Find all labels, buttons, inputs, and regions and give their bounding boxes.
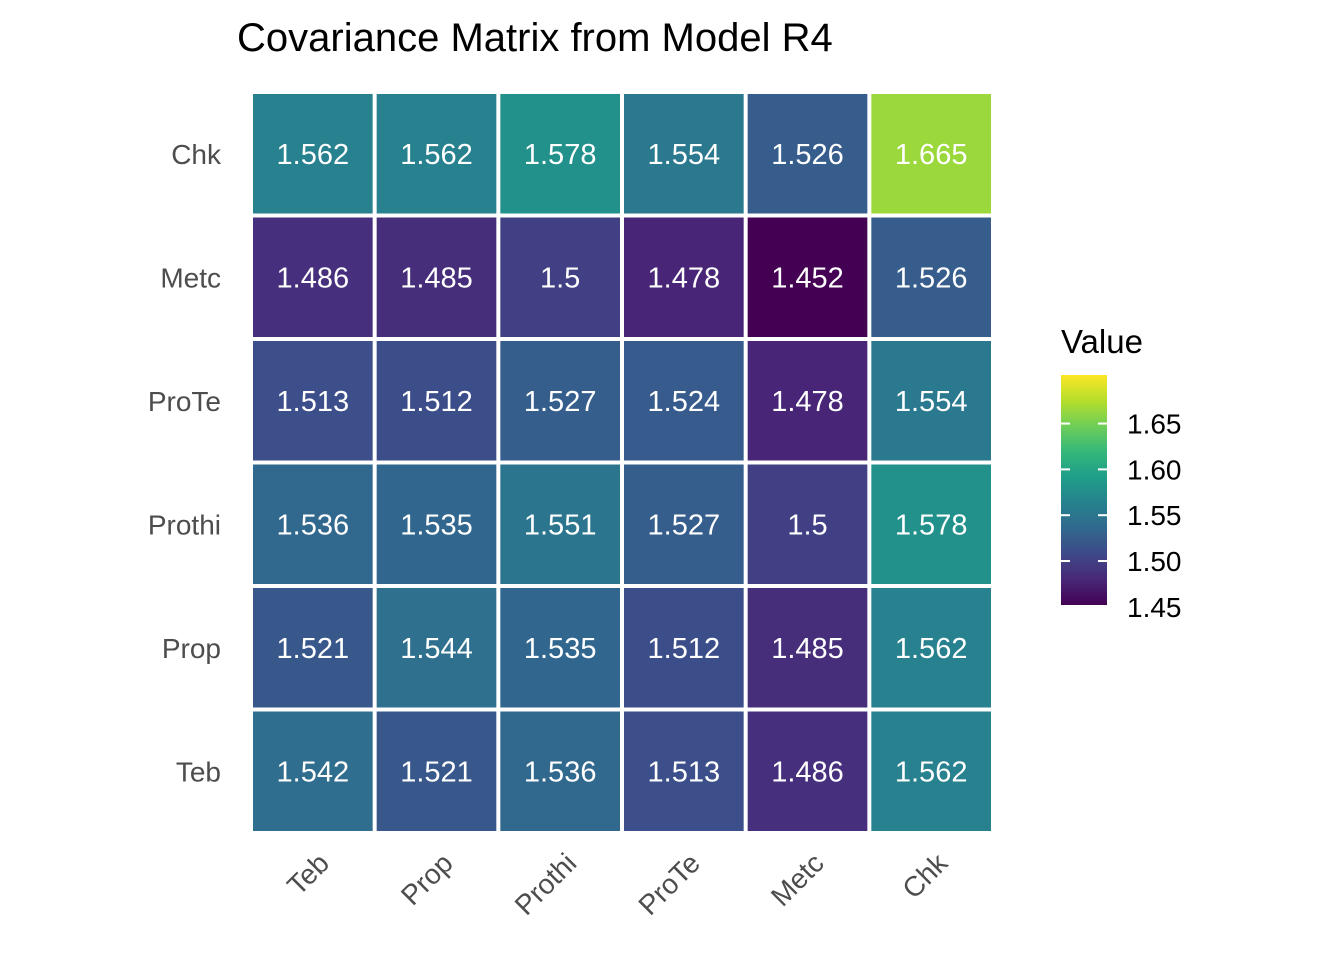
cell-value-label: 1.524: [648, 386, 721, 418]
legend-tick-label: 1.55: [1127, 500, 1182, 531]
heatmap-cell-metc-prop: [376, 217, 497, 337]
cell-value-label: 1.665: [895, 139, 968, 171]
cell-value-label: 1.578: [895, 509, 968, 541]
x-tick-label-metc: Metc: [765, 847, 830, 912]
cell-value-label: 1.536: [524, 756, 597, 788]
y-tick-label-teb: Teb: [176, 756, 221, 787]
cell-value-label: 1.521: [400, 756, 473, 788]
heatmap-cell-chk-prop: [376, 94, 497, 214]
x-tick-label-prote: ProTe: [632, 847, 706, 921]
cell-value-label: 1.526: [771, 139, 844, 171]
heatmap-cell-prop-prote: [624, 588, 744, 708]
heatmap-cell-teb-prothi: [500, 711, 620, 831]
heatmap-cell-prote-chk: [871, 341, 991, 461]
y-tick-label-prop: Prop: [162, 633, 221, 664]
cell-value-label: 1.512: [648, 633, 721, 665]
legend-tick-label: 1.50: [1127, 546, 1182, 577]
cell-value-label: 1.513: [277, 386, 350, 418]
heatmap-cell-prothi-prote: [624, 464, 744, 584]
heatmap-cell-chk-metc: [747, 94, 868, 214]
heatmap-cell-prothi-teb: [253, 464, 373, 584]
cell-value-label: 1.485: [400, 262, 473, 294]
x-tick-label-teb: Teb: [281, 847, 335, 901]
heatmap-cell-prothi-chk: [871, 464, 991, 584]
cell-value-label: 1.562: [895, 756, 968, 788]
y-axis-tick-labels: Teb Prop Prothi ProTe Metc Chk: [148, 139, 222, 788]
heatmap-cell-prote-teb: [253, 341, 373, 461]
heatmap-cell-prop-prothi: [500, 588, 620, 708]
cell-value-label: 1.478: [771, 386, 844, 418]
cell-value-label: 1.544: [400, 633, 473, 665]
heatmap-cell-prote-prothi: [500, 341, 620, 461]
heatmap-cell-metc-chk: [871, 217, 991, 337]
heatmap-cell-chk-prothi: [500, 94, 620, 214]
cell-value-label: 1.542: [277, 756, 350, 788]
cell-value-label: 1.551: [524, 509, 597, 541]
cell-value-label: 1.562: [400, 139, 473, 171]
heatmap-cell-chk-prote: [624, 94, 744, 214]
y-tick-label-prote: ProTe: [148, 386, 221, 417]
heatmap-cell-prothi-prop: [376, 464, 497, 584]
heatmap-cell-prote-metc: [747, 341, 868, 461]
heatmap-cell-teb-prop: [376, 711, 497, 831]
cell-value-label: 1.527: [648, 509, 721, 541]
heatmap-cell-teb-prote: [624, 711, 744, 831]
x-tick-label-chk: Chk: [896, 847, 954, 905]
heatmap-cell-metc-prote: [624, 217, 744, 337]
cell-value-label: 1.536: [277, 509, 350, 541]
cell-value-label: 1.535: [524, 633, 597, 665]
heatmap-cell-metc-teb: [253, 217, 373, 337]
heatmap-cell-prop-teb: [253, 588, 373, 708]
cell-value-label: 1.535: [400, 509, 473, 541]
legend-tick-label: 1.65: [1127, 409, 1182, 440]
cell-value-label: 1.485: [771, 633, 844, 665]
y-tick-label-prothi: Prothi: [148, 509, 221, 540]
cell-value-label: 1.526: [895, 262, 968, 294]
cell-value-label: 1.554: [648, 139, 721, 171]
cell-value-label: 1.478: [648, 262, 721, 294]
heatmap-cell-prothi-metc: [747, 464, 868, 584]
legend-tick-label: 1.60: [1127, 454, 1182, 485]
heatmap-cell-prop-metc: [747, 588, 868, 708]
heatmap-cell-teb-chk: [871, 711, 991, 831]
heatmap-cell-prote-prote: [624, 341, 744, 461]
cell-value-label: 1.562: [895, 633, 968, 665]
heatmap-cell-teb-teb: [253, 711, 373, 831]
cell-value-label: 1.486: [277, 262, 350, 294]
cell-value-label: 1.5: [787, 509, 827, 541]
heatmap-cell-teb-metc: [747, 711, 868, 831]
x-tick-label-prop: Prop: [395, 847, 459, 911]
x-axis-tick-labels: Teb Prop Prothi ProTe Metc Chk: [281, 847, 954, 921]
chart-title: Covariance Matrix from Model R4: [237, 16, 833, 60]
heatmap-cells: 1.542 1.521 1.536 1.513 1.486 1.562 1.521 1.544…: [253, 94, 991, 831]
cell-value-label: 1.512: [400, 386, 473, 418]
cell-value-label: 1.452: [771, 262, 844, 294]
cell-value-label: 1.527: [524, 386, 597, 418]
heatmap-cell-metc-metc: [747, 217, 868, 337]
heatmap-cell-prote-prop: [376, 341, 497, 461]
y-tick-label-metc: Metc: [160, 262, 221, 293]
cell-value-label: 1.521: [277, 633, 350, 665]
cell-value-label: 1.562: [277, 139, 350, 171]
heatmap-cell-prop-prop: [376, 588, 497, 708]
legend-tick-label: 1.45: [1127, 592, 1182, 623]
heatmap-cell-chk-teb: [253, 94, 373, 214]
cell-value-label: 1.513: [648, 756, 721, 788]
cell-value-label: 1.554: [895, 386, 968, 418]
heatmap-cell-prothi-prothi: [500, 464, 620, 584]
heatmap-cell-chk-chk: [871, 94, 991, 214]
heatmap-cell-metc-prothi: [500, 217, 620, 337]
y-tick-label-chk: Chk: [171, 139, 222, 170]
cell-value-label: 1.5: [540, 262, 580, 294]
color-legend: Value 1.45 1.50 1.55 1.60 1.65: [1061, 323, 1182, 623]
legend-title: Value: [1061, 323, 1143, 360]
x-tick-label-prothi: Prothi: [509, 847, 583, 921]
cell-value-label: 1.578: [524, 139, 597, 171]
heatmap-cell-prop-chk: [871, 588, 991, 708]
cell-value-label: 1.486: [771, 756, 844, 788]
legend-colorbar: [1061, 375, 1107, 605]
